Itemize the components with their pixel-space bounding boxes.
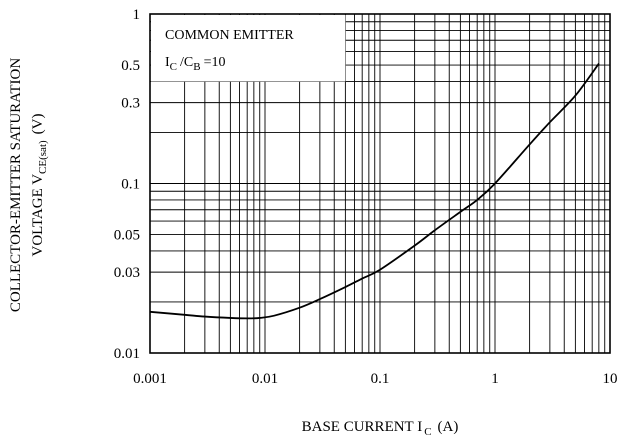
annotation-ic-sub: C: [170, 61, 177, 73]
x-axis-title: BASE CURRENT I C (A): [302, 419, 459, 438]
annotation-line-1: COMMON EMITTER: [165, 28, 294, 43]
x-tick-label: 10: [603, 371, 618, 387]
x-axis-title-unit: (A): [438, 419, 459, 435]
x-tick-label: 1: [491, 371, 499, 387]
x-tick-label: 0.1: [371, 371, 390, 387]
tick-labels: 0.001 0.01 0.1 1 10 0.01 0.03 0.05 0.1 0.3 0.5 1: [114, 7, 618, 387]
y-tick-label: 0.1: [121, 177, 140, 193]
annotation-cb-sub: B: [193, 61, 200, 73]
y-tick-label: 0.05: [114, 228, 140, 244]
y-axis-title-line-2: VOLTAGE VCE(sat) (V): [30, 114, 49, 257]
y-tick-label: 0.01: [114, 346, 140, 362]
y-tick-label: 0.3: [121, 96, 140, 112]
y-axis-title-main: VOLTAGE V: [30, 174, 46, 257]
y-axis-title-line-1: COLLECTOR-EMITTER SATURATION: [8, 58, 24, 312]
annotation-ic: I: [165, 55, 170, 70]
annotation-box: [151, 15, 346, 82]
y-axis-title-sub: CE(sat): [37, 140, 49, 174]
annotation-cb: /C: [180, 55, 193, 70]
x-tick-label: 0.001: [133, 371, 167, 387]
x-axis-title-main: BASE CURRENT I: [302, 419, 423, 435]
y-tick-label: 0.5: [121, 58, 140, 74]
plot-frame: [149, 13, 611, 354]
y-axis-title-unit: (V): [30, 114, 46, 135]
y-tick-label: 0.03: [114, 265, 140, 281]
x-axis-title-sub: C: [424, 426, 431, 438]
y-tick-label: 1: [133, 7, 141, 23]
x-tick-label: 0.01: [252, 371, 278, 387]
annotation-ratio: =10: [204, 55, 226, 70]
annotation: COMMON EMITTER IC/CB =10: [165, 28, 294, 73]
annotation-line-2: IC/CB =10: [165, 55, 226, 73]
series-line: [149, 63, 600, 320]
